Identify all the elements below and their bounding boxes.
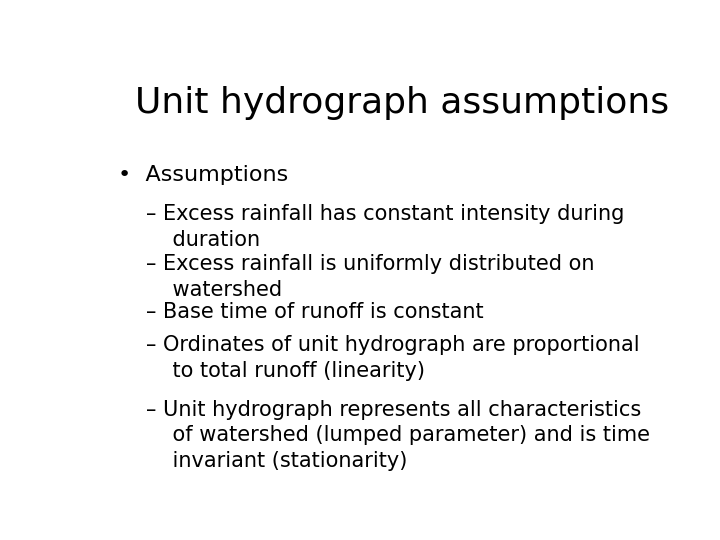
Text: – Ordinates of unit hydrograph are proportional
    to total runoff (linearity): – Ordinates of unit hydrograph are propo… [145,335,639,381]
Text: •  Assumptions: • Assumptions [118,165,288,185]
Text: – Unit hydrograph represents all characteristics
    of watershed (lumped parame: – Unit hydrograph represents all charact… [145,400,649,471]
Text: – Excess rainfall is uniformly distributed on
    watershed: – Excess rainfall is uniformly distribut… [145,254,594,300]
Text: Unit hydrograph assumptions: Unit hydrograph assumptions [135,85,669,119]
Text: – Base time of runoff is constant: – Base time of runoff is constant [145,302,483,322]
Text: – Excess rainfall has constant intensity during
    duration: – Excess rainfall has constant intensity… [145,204,624,249]
